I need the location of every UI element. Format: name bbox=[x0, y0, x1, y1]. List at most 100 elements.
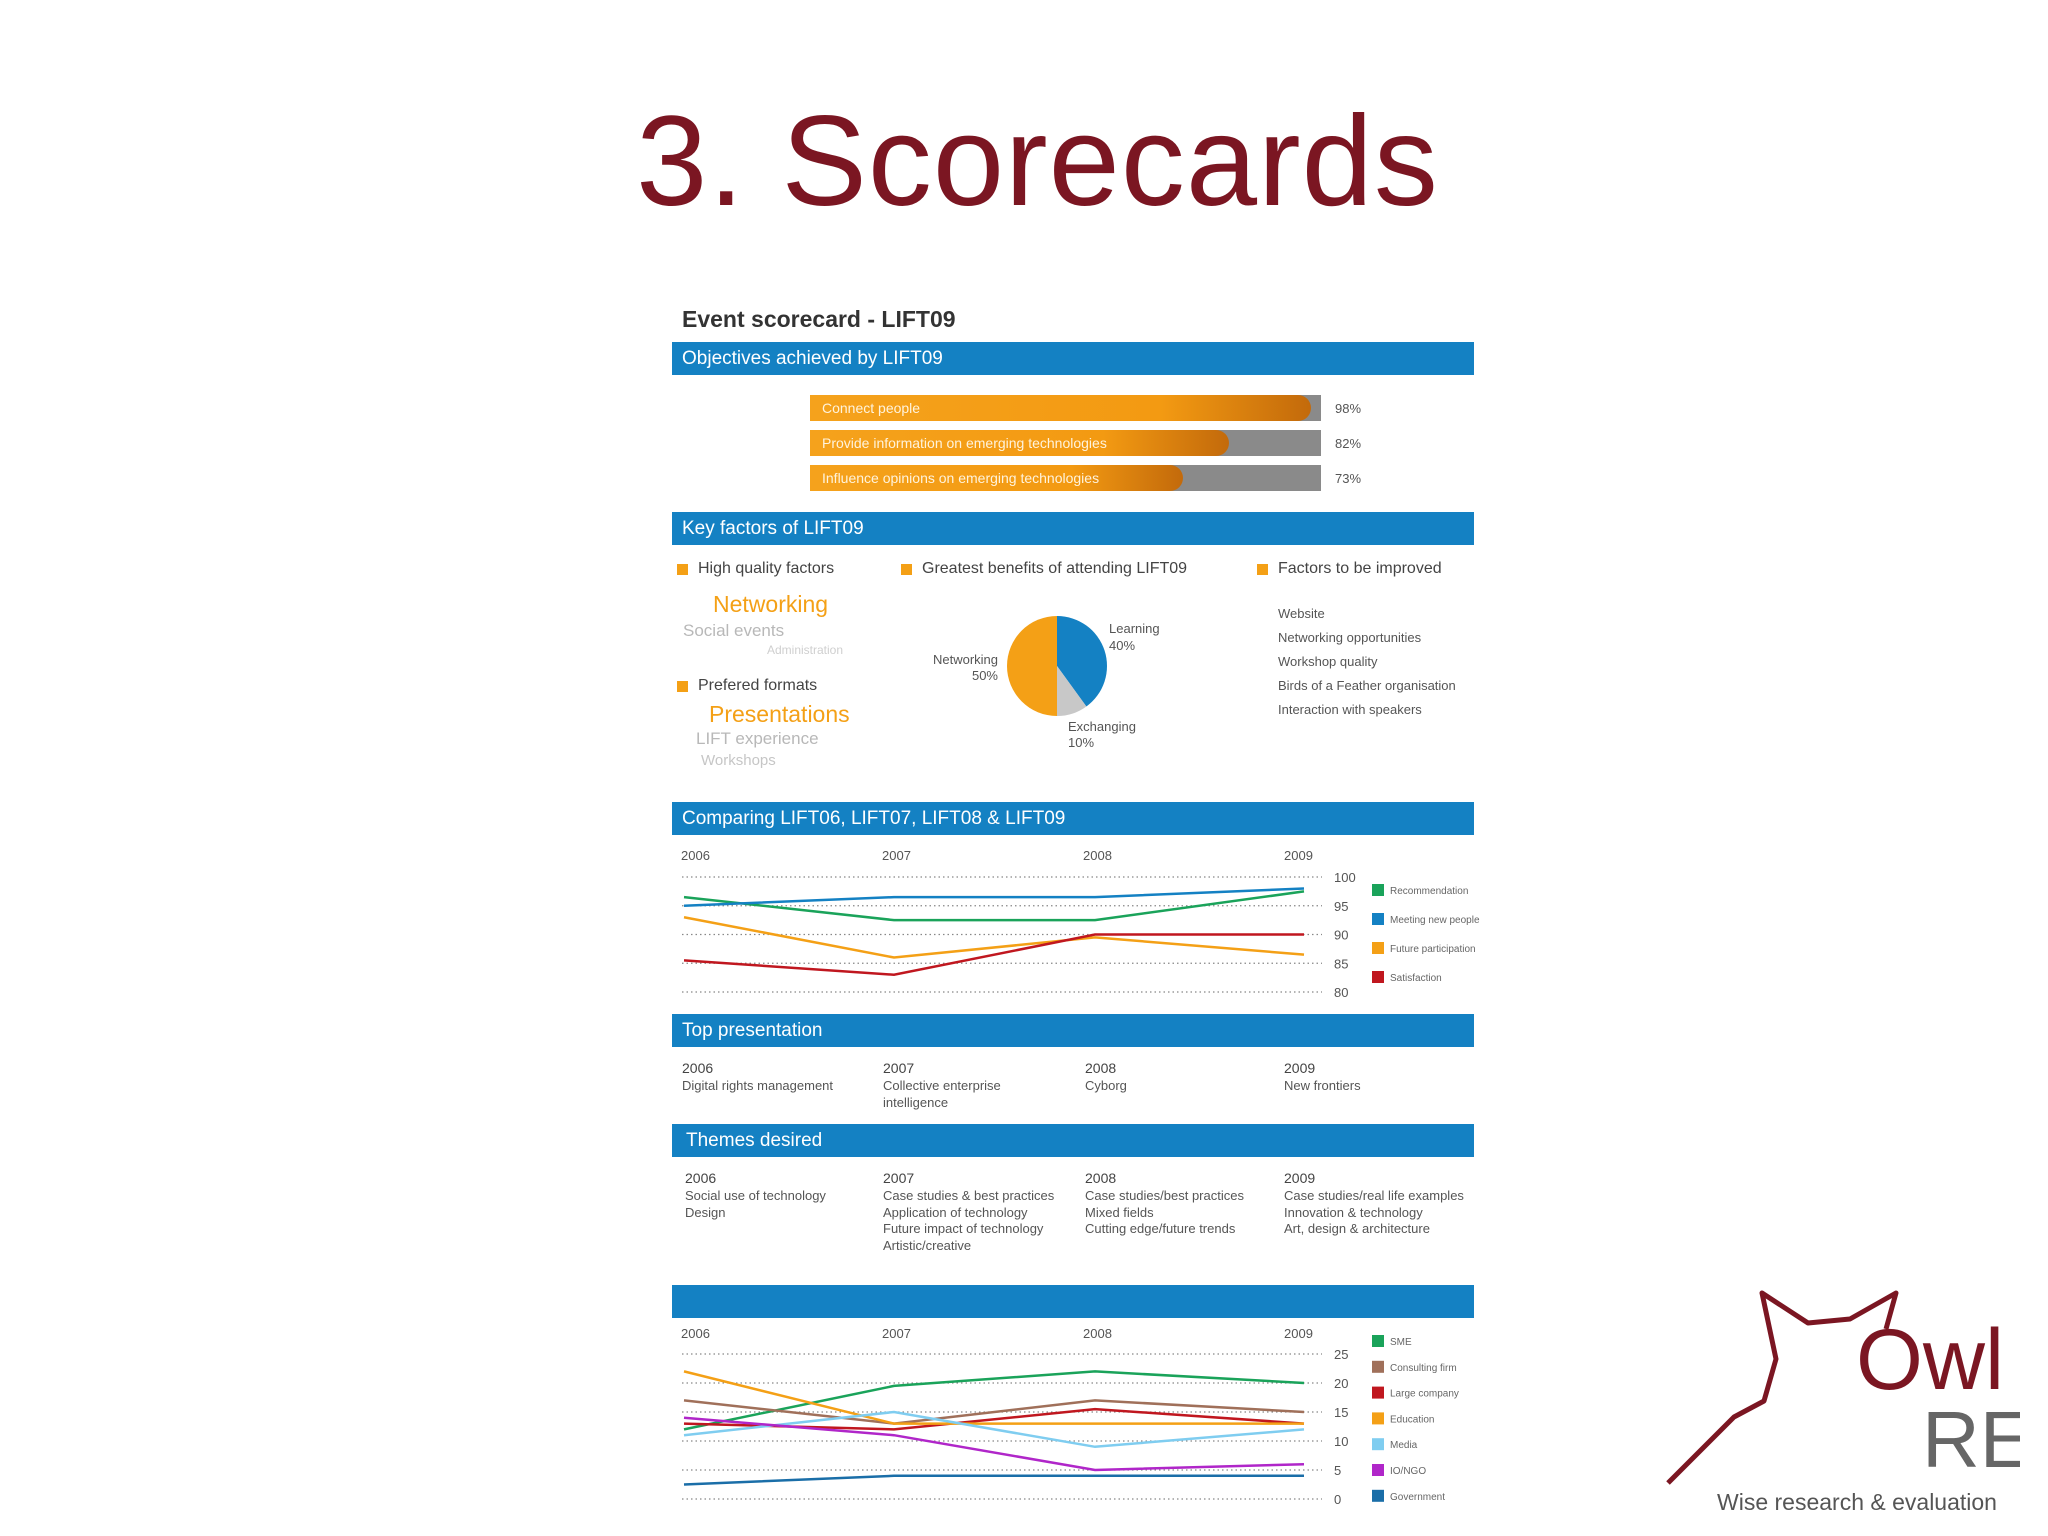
high-quality-low: Administration bbox=[767, 643, 844, 657]
pie-slice-networking bbox=[1007, 616, 1057, 716]
scorecard-title: Event scorecard - LIFT09 bbox=[682, 306, 956, 332]
pie-label-exchanging: Exchanging bbox=[1068, 719, 1136, 734]
list-item: Workshop quality bbox=[1278, 654, 1378, 669]
column-line: Future impact of technology bbox=[883, 1221, 1044, 1236]
bullet-square-icon bbox=[677, 681, 688, 692]
column-year: 2006 bbox=[685, 1170, 717, 1186]
column-line: Collective enterprise bbox=[883, 1078, 1001, 1093]
objective-bar-track bbox=[810, 465, 1321, 491]
y-tick-label: 90 bbox=[1334, 928, 1348, 943]
slide-title: 3. Scorecards bbox=[636, 90, 1439, 233]
column-year: 2007 bbox=[883, 1170, 915, 1186]
column-year: 2009 bbox=[1284, 1170, 1316, 1186]
x-tick-label: 2008 bbox=[1083, 848, 1112, 863]
high-quality-heading: High quality factors bbox=[698, 560, 835, 577]
x-tick-label: 2006 bbox=[681, 848, 710, 863]
y-tick-label: 25 bbox=[1334, 1347, 1348, 1362]
bullet-square-icon bbox=[901, 564, 912, 575]
x-tick-label: 2007 bbox=[882, 1326, 911, 1341]
y-tick-label: 5 bbox=[1334, 1463, 1341, 1478]
pie-value-exchanging: 10% bbox=[1068, 735, 1094, 750]
y-tick-label: 100 bbox=[1334, 870, 1356, 885]
objective-bar-fill bbox=[810, 465, 1184, 491]
column-line: Cutting edge/future trends bbox=[1085, 1221, 1236, 1236]
objective-bar-track bbox=[810, 430, 1321, 456]
formats-mid: LIFT experience bbox=[696, 729, 819, 748]
benefits-heading: Greatest benefits of attending LIFT09 bbox=[922, 560, 1188, 577]
series-line-media bbox=[683, 1410, 1305, 1449]
column-year: 2009 bbox=[1284, 1060, 1316, 1076]
legend-swatch bbox=[1372, 1360, 1384, 1373]
legend-label: Government bbox=[1390, 1492, 1445, 1503]
legend-label: IO/NGO bbox=[1390, 1466, 1426, 1477]
legend-label: Recommendation bbox=[1390, 886, 1468, 897]
x-tick-label: 2007 bbox=[882, 848, 911, 863]
legend-swatch bbox=[1372, 942, 1384, 954]
series-line-education bbox=[683, 1370, 1304, 1425]
column-year: 2008 bbox=[1085, 1170, 1117, 1186]
list-item: Networking opportunities bbox=[1278, 630, 1422, 645]
y-tick-label: 15 bbox=[1334, 1405, 1348, 1420]
legend-swatch bbox=[1372, 1412, 1384, 1425]
top-presentation-header: Top presentation bbox=[672, 1014, 1474, 1047]
series-line-satisfaction bbox=[683, 933, 1304, 977]
legend-label: SME bbox=[1390, 1337, 1412, 1348]
column-line: Case studies/best practices bbox=[1085, 1188, 1244, 1203]
pie-slice-learning bbox=[1057, 616, 1107, 707]
objective-label: Influence opinions on emerging technolog… bbox=[822, 470, 1100, 486]
owlre-logo: Owl RE bbox=[1666, 1290, 2020, 1485]
comparing-line-chart: 2006 2007 2008 2009 100 95 90 85 80 Recommendatio… bbox=[681, 848, 1480, 1000]
column-line: New frontiers bbox=[1284, 1078, 1361, 1093]
y-tick-label: 95 bbox=[1334, 899, 1348, 914]
objective-label: Provide information on emerging technolo… bbox=[822, 435, 1107, 451]
x-tick-label: 2009 bbox=[1284, 1326, 1313, 1341]
legend-swatch bbox=[1372, 884, 1384, 896]
logo-tagline: Wise research & evaluation bbox=[1717, 1489, 1997, 1515]
legend-swatch bbox=[1372, 913, 1384, 925]
series-line-sme bbox=[683, 1370, 1305, 1431]
list-item: Interaction with speakers bbox=[1278, 702, 1422, 717]
list-item: Birds of a Feather organisation bbox=[1278, 678, 1456, 693]
y-tick-label: 85 bbox=[1334, 956, 1348, 971]
column-line: Art, design & architecture bbox=[1284, 1221, 1430, 1236]
x-tick-label: 2009 bbox=[1284, 848, 1313, 863]
x-tick-label: 2008 bbox=[1083, 1326, 1112, 1341]
pie-label-networking: Networking bbox=[933, 652, 998, 667]
objective-bar-track bbox=[810, 395, 1321, 421]
improve-heading: Factors to be improved bbox=[1278, 560, 1442, 577]
legend-label: Media bbox=[1390, 1440, 1418, 1451]
column-line: Design bbox=[685, 1204, 726, 1220]
pie-value-learning: 40% bbox=[1109, 638, 1135, 653]
series-line-consulting-firm bbox=[683, 1399, 1305, 1425]
logo-word-re: RE bbox=[1922, 1395, 2020, 1484]
column-line: Social use of technology bbox=[685, 1188, 826, 1203]
logo-word-owl: Owl bbox=[1856, 1312, 2004, 1408]
owl-outline-icon bbox=[1666, 1290, 1899, 1485]
column-year: 2008 bbox=[1085, 1060, 1117, 1076]
x-tick-label: 2006 bbox=[681, 1326, 710, 1341]
legend-swatch bbox=[1372, 1464, 1384, 1476]
column-line: Case studies & best practices bbox=[883, 1188, 1055, 1203]
bullet-square-icon bbox=[1257, 564, 1268, 575]
column-year: 2007 bbox=[883, 1060, 915, 1076]
legend-label: Education bbox=[1390, 1414, 1434, 1425]
legend-swatch bbox=[1372, 1489, 1384, 1502]
formats-heading: Prefered formats bbox=[698, 677, 818, 694]
column-line: Innovation & technology bbox=[1284, 1204, 1423, 1220]
column-line: Application of technology bbox=[883, 1204, 1028, 1220]
high-quality-mid: Social events bbox=[683, 621, 785, 640]
objective-percent: 98% bbox=[1335, 401, 1362, 416]
high-quality-top: Networking bbox=[713, 591, 829, 617]
y-tick-label: 0 bbox=[1334, 1492, 1341, 1507]
formats-low: Workshops bbox=[701, 752, 776, 769]
objectives-header: Objectives achieved by LIFT09 bbox=[672, 342, 1474, 375]
legend-label: Future participation bbox=[1390, 944, 1476, 955]
key-factors-header: Key factors of LIFT09 bbox=[672, 512, 1474, 545]
y-tick-label: 10 bbox=[1334, 1434, 1348, 1449]
improve-list: Website Networking opportunities Worksho… bbox=[1278, 606, 1456, 726]
legend-swatch bbox=[1372, 1335, 1384, 1347]
legend-label: Large company bbox=[1390, 1389, 1459, 1400]
bullet-square-icon bbox=[677, 564, 688, 575]
series-line-government bbox=[683, 1474, 1304, 1486]
column-line: intelligence bbox=[883, 1094, 949, 1110]
